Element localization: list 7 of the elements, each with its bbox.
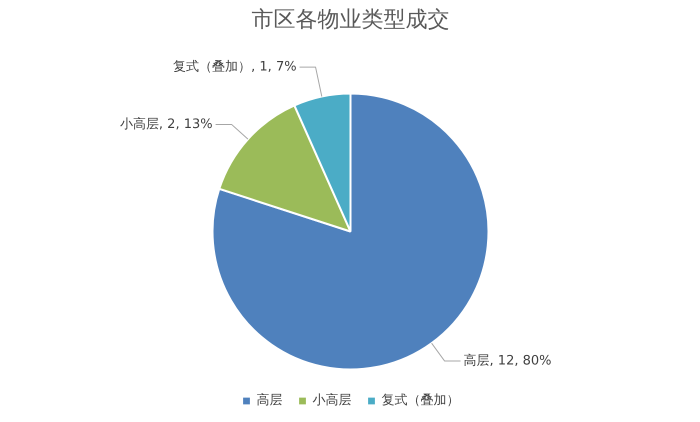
data-label: 高层, 12, 80% — [464, 352, 552, 368]
chart-title: 市区各物业类型成交 — [252, 8, 450, 32]
legend-label: 复式（叠加） — [382, 392, 460, 409]
legend-label: 小高层 — [312, 392, 352, 409]
data-label: 小高层, 2, 13% — [120, 116, 213, 132]
legend-label: 高层 — [256, 392, 282, 409]
data-label: 复式（叠加）, 1, 7% — [173, 60, 297, 75]
